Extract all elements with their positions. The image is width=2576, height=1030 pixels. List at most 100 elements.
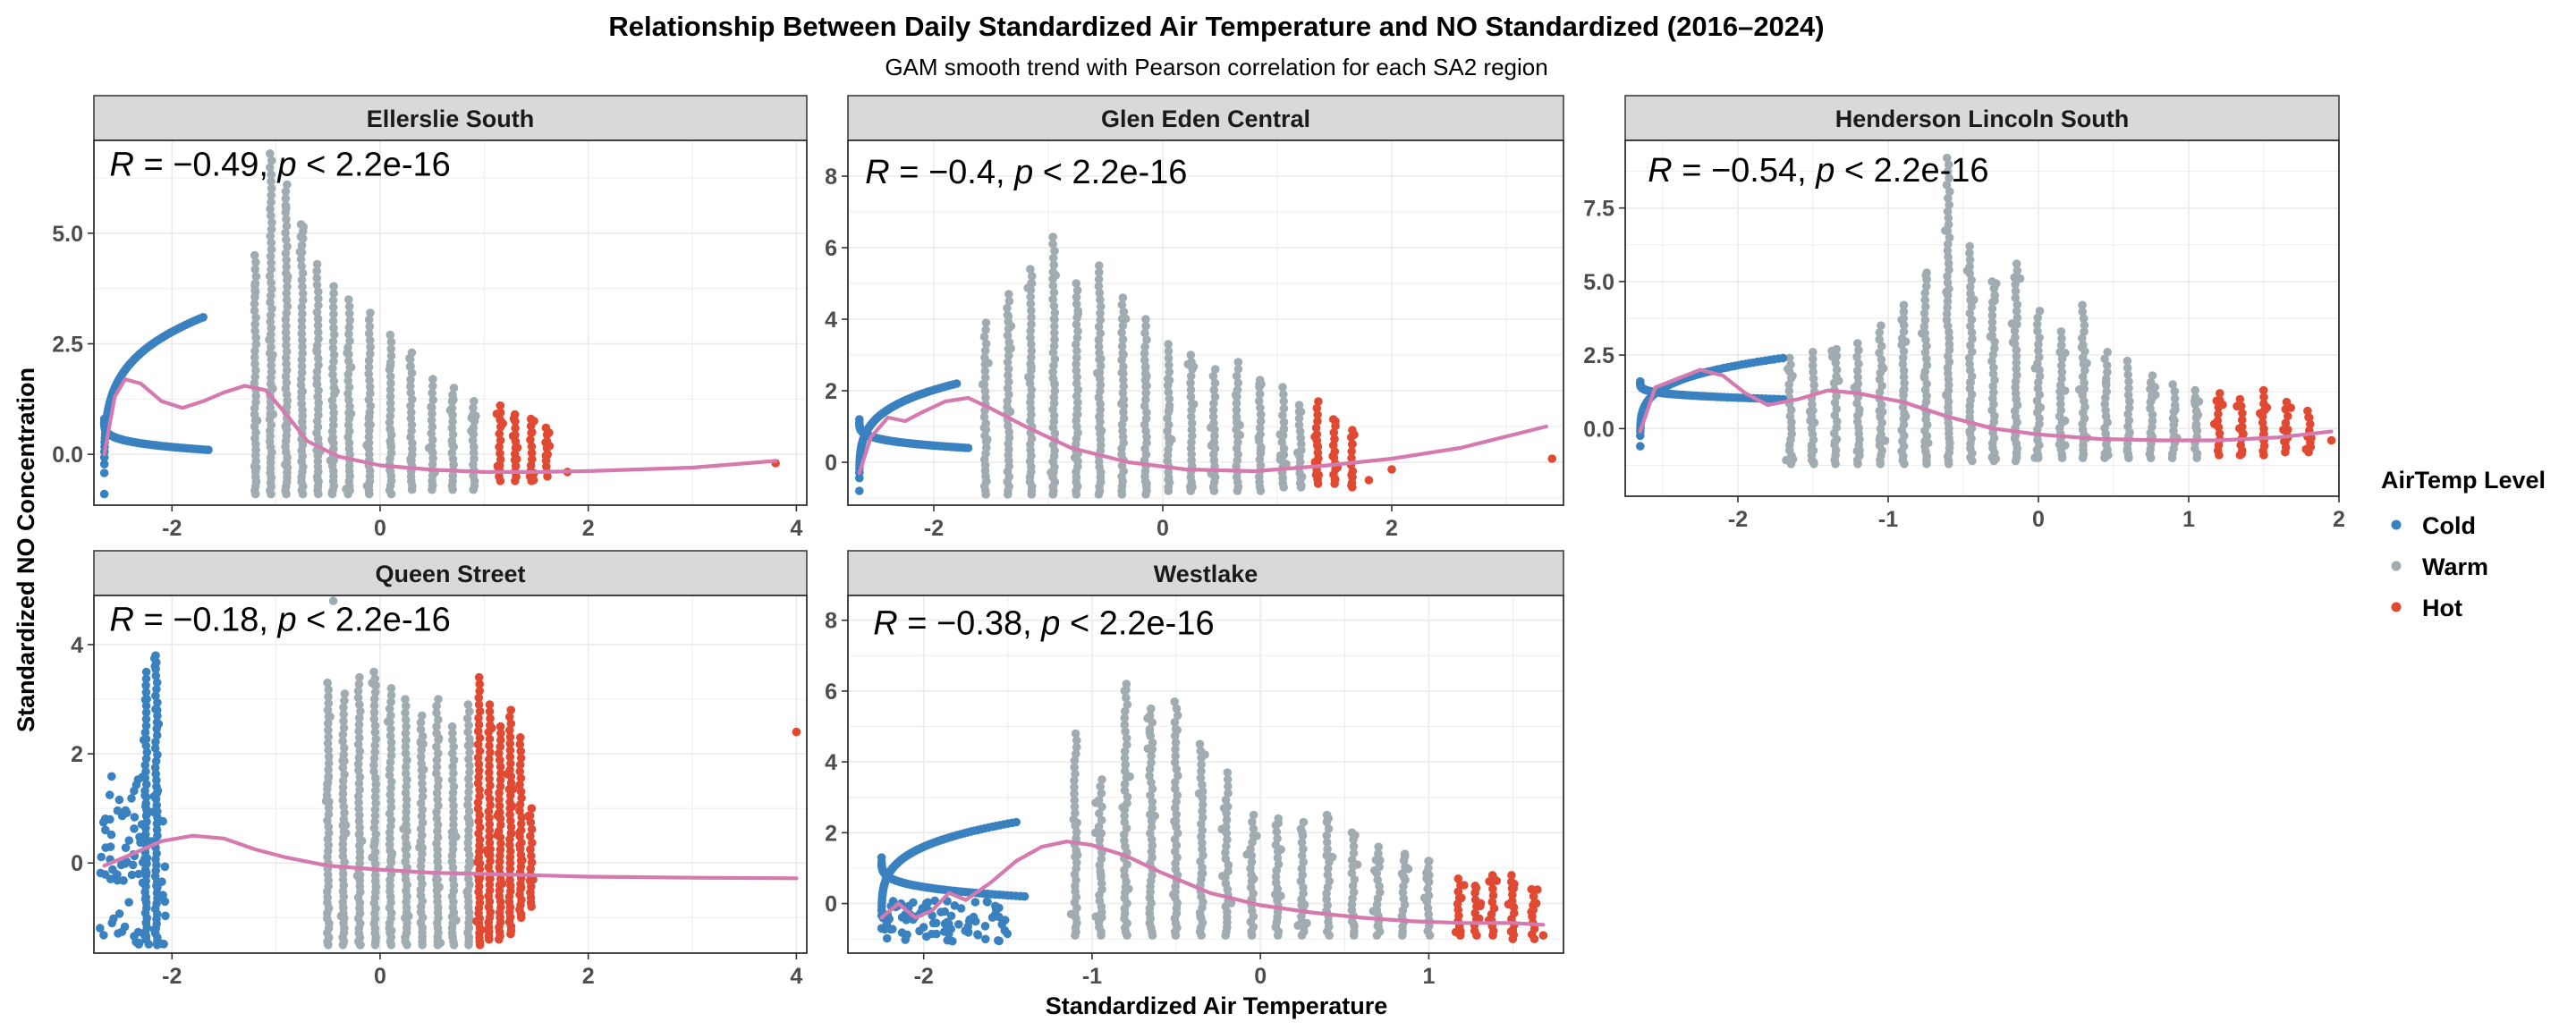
warm-point [2010, 326, 2020, 335]
warm-point [1172, 797, 1181, 806]
hot-point [473, 727, 483, 736]
warm-point [2012, 359, 2021, 367]
warm-point [404, 911, 413, 921]
warm-point [354, 830, 364, 840]
warm-point [1302, 918, 1311, 928]
warm-point [1072, 346, 1081, 356]
warm-point [324, 758, 334, 768]
warm-point [1097, 426, 1106, 435]
hot-point [485, 820, 495, 829]
warm-point [1403, 865, 1413, 874]
warm-point [338, 846, 348, 855]
warm-point [356, 706, 365, 716]
warm-point [386, 399, 395, 408]
cold-point [963, 443, 973, 452]
warm-point [1117, 399, 1126, 409]
warm-point [1026, 326, 1035, 335]
warm-point [1990, 343, 1999, 353]
warm-point [298, 268, 308, 278]
warm-point [435, 882, 444, 891]
warm-point [1852, 366, 1862, 376]
hot-point [1510, 879, 1519, 889]
warm-point [383, 717, 393, 726]
hot-point [1331, 475, 1340, 484]
warm-point [1323, 870, 1333, 880]
warm-point [432, 701, 441, 711]
warm-point [1048, 253, 1058, 263]
cold-point [151, 769, 160, 779]
warm-point [1786, 424, 1796, 433]
warm-point [1854, 359, 1863, 368]
warm-point [467, 413, 476, 423]
warm-point [326, 712, 335, 722]
warm-point [428, 395, 438, 405]
cold-point [141, 754, 151, 764]
warm-point [462, 713, 472, 723]
warm-point [463, 794, 473, 803]
warm-point [1400, 852, 1410, 861]
hot-point [485, 700, 495, 709]
warm-point [1096, 302, 1106, 311]
warm-point [267, 278, 275, 288]
hot-point [484, 849, 493, 859]
warm-point [1120, 713, 1130, 722]
warm-point [297, 387, 306, 397]
y-tick-label: 6 [825, 680, 837, 705]
warm-point [354, 733, 364, 743]
warm-point [1880, 436, 1890, 445]
warm-point [2124, 396, 2134, 406]
warm-point [2170, 387, 2180, 396]
panel-border [93, 595, 808, 954]
hot-point [527, 824, 537, 834]
warm-point [2148, 416, 2157, 426]
warm-point [250, 319, 260, 329]
hot-point [1506, 927, 1516, 936]
cold-point [134, 869, 143, 879]
warm-point [2012, 365, 2021, 374]
hot-point [475, 680, 484, 688]
warm-point [1809, 367, 1818, 377]
gam-smooth-line [879, 840, 1546, 927]
warm-point [267, 156, 276, 165]
warm-point [2035, 333, 2044, 342]
warm-point [406, 382, 415, 391]
warm-point [1322, 838, 1332, 847]
warm-point [1899, 300, 1909, 310]
warm-point [1073, 326, 1082, 336]
hot-point [516, 733, 525, 742]
warm-point [328, 363, 337, 373]
cold-point [970, 898, 980, 907]
cold-point [135, 832, 144, 841]
warm-point [1224, 789, 1233, 798]
warm-point [1987, 317, 1997, 327]
warm-point [1967, 328, 1977, 337]
warm-point [469, 448, 479, 458]
warm-point [298, 411, 308, 420]
warm-point [1208, 372, 1218, 381]
hot-point [473, 804, 483, 814]
warm-point [386, 926, 396, 935]
warm-point [314, 354, 323, 363]
warm-point [1172, 764, 1182, 774]
hot-point [496, 756, 504, 764]
cold-point [152, 685, 161, 694]
cold-point [1778, 353, 1788, 363]
warm-point [251, 366, 260, 376]
warm-point [981, 443, 991, 452]
warm-point [1271, 878, 1281, 888]
warm-point [2168, 380, 2177, 389]
cold-point [150, 763, 160, 772]
warm-point [433, 857, 443, 866]
warm-point [464, 721, 473, 730]
correlation-annotation: R = −0.49, p < 2.2e-16 [109, 147, 450, 184]
warm-point [281, 422, 291, 431]
warm-point [465, 816, 474, 826]
warm-point [364, 329, 374, 338]
warm-point [267, 284, 276, 294]
warm-point [370, 792, 380, 802]
warm-point [401, 748, 411, 758]
warm-point [1297, 838, 1307, 847]
warm-point [2056, 406, 2065, 415]
warm-point [364, 356, 374, 366]
warm-point [1782, 455, 1791, 465]
